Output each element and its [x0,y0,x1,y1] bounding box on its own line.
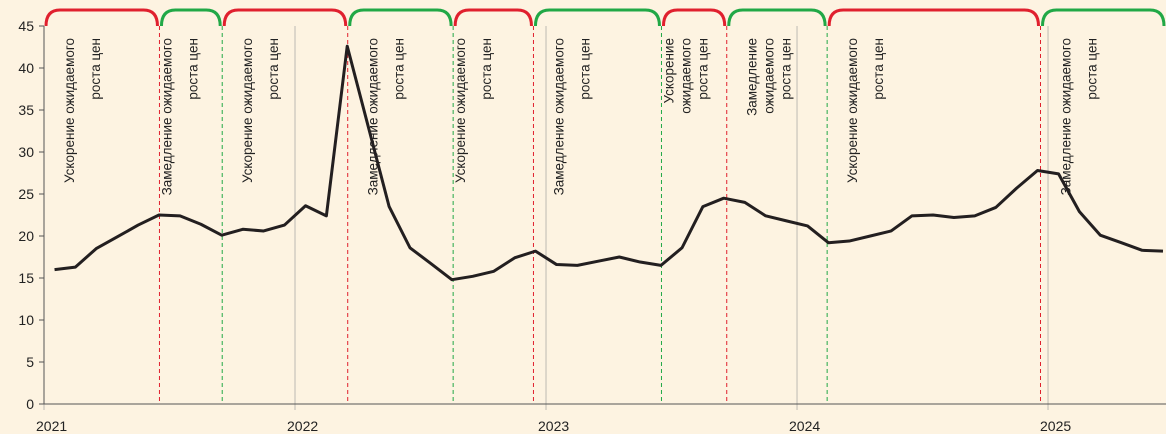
phase-label: Ускорение ожидаемого [845,38,860,183]
phase-bracket [159,8,222,27]
phase-label: Ускорение [661,38,676,104]
phase-bracket [44,8,159,27]
y-tick-label: 15 [18,270,34,286]
phase-bracket [1041,8,1166,27]
phase-label: Ускорение ожидаемого [453,38,468,183]
x-tick-label: 2023 [538,418,569,434]
y-tick-label: 20 [18,228,34,244]
phase-label: роста цен [577,38,592,100]
phase-label: роста цен [1084,38,1099,100]
y-tick-label: 0 [26,396,34,412]
phase-bracket [453,8,533,27]
phase-bracket [727,8,827,27]
phase-label: ожидаемого [678,38,693,114]
y-tick-label: 45 [18,18,34,34]
phase-label: роста цен [185,38,200,100]
phase-label: Замедление ожидаемого [1058,38,1073,195]
y-tick-label: 25 [18,186,34,202]
phase-label: роста цен [266,38,281,100]
y-tick-label: 35 [18,102,34,118]
phase-bracket [661,8,727,27]
y-tick-label: 10 [18,312,34,328]
phase-label: роста цен [871,38,886,100]
phase-label: Замедление [745,38,760,116]
phase-bracket [533,8,661,27]
phase-label: Замедление ожидаемого [366,38,381,195]
phase-label: ожидаемого [762,38,777,114]
phase-label: роста цен [392,38,407,100]
phase-label: Ускорение ожидаемого [62,38,77,183]
phase-bracket [348,8,453,27]
phase-label: роста цен [779,38,794,100]
y-tick-label: 30 [18,144,34,160]
phase-label: Замедление ожидаемого [551,38,566,195]
phase-label: Замедление ожидаемого [159,38,174,195]
phase-label: роста цен [695,38,710,100]
phase-label: Ускорение ожидаемого [240,38,255,183]
y-tick-label: 5 [26,354,34,370]
y-tick-label: 40 [18,60,34,76]
phase-label: роста цен [88,38,103,100]
phase-bracket [827,8,1040,27]
x-tick-label: 2024 [789,418,820,434]
series-line [54,44,1164,282]
phase-label: роста цен [479,38,494,100]
x-tick-label: 2022 [287,418,318,434]
phase-bracket [222,8,348,27]
x-tick-label: 2021 [36,418,67,434]
x-tick-label: 2025 [1040,418,1071,434]
